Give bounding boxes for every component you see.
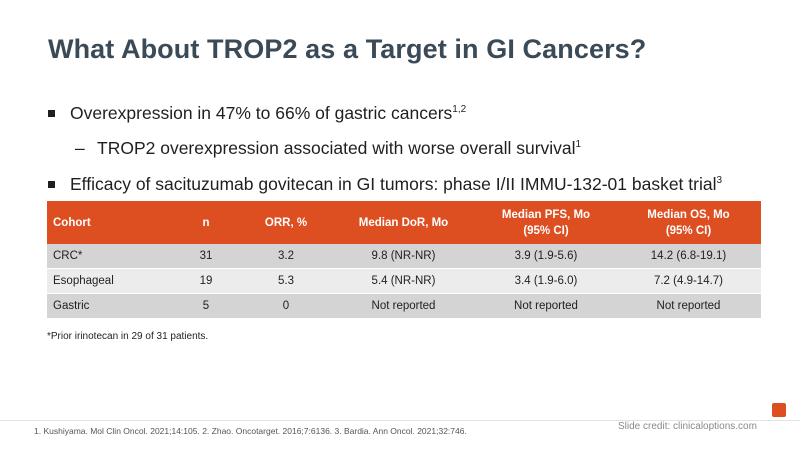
table-row: Gastric 5 0 Not reported Not reported No… xyxy=(47,293,761,319)
bullet-efficacy: Efficacy of sacituzumab govitecan in GI … xyxy=(48,174,722,195)
bullet-superscript: 1,2 xyxy=(452,104,467,116)
header-os: Median OS, Mo (95% CI) xyxy=(616,201,761,244)
dash-icon: – xyxy=(75,138,85,158)
table-header-row: Cohort n ORR, % Median DoR, Mo Median PF… xyxy=(47,201,761,244)
header-os-line2: (95% CI) xyxy=(665,224,712,237)
table-row: Esophageal 19 5.3 5.4 (NR-NR) 3.4 (1.9-6… xyxy=(47,268,761,294)
cell-n: 19 xyxy=(171,268,241,294)
cell-pfs: 3.4 (1.9-6.0) xyxy=(476,268,616,294)
efficacy-table: Cohort n ORR, % Median DoR, Mo Median PF… xyxy=(47,201,761,319)
cell-orr: 5.3 xyxy=(241,268,331,294)
cell-orr: 0 xyxy=(241,293,331,319)
cell-os: Not reported xyxy=(616,293,761,319)
header-dor: Median DoR, Mo xyxy=(331,201,476,244)
cell-dor: 9.8 (NR-NR) xyxy=(331,244,476,269)
sub-bullet-survival: – TROP2 overexpression associated with w… xyxy=(75,138,581,159)
slide-title: What About TROP2 as a Target in GI Cance… xyxy=(48,34,647,64)
cell-dor: 5.4 (NR-NR) xyxy=(331,268,476,294)
header-cohort: Cohort xyxy=(47,201,171,244)
sub-bullet-text: TROP2 overexpression associated with wor… xyxy=(97,138,576,158)
header-orr: ORR, % xyxy=(241,201,331,244)
bullet-gastric-overexpression: Overexpression in 47% to 66% of gastric … xyxy=(48,103,466,124)
header-pfs-line2: (95% CI) xyxy=(523,224,569,237)
divider xyxy=(0,420,800,421)
cell-cohort: CRC* xyxy=(47,244,171,269)
table-row: CRC* 31 3.2 9.8 (NR-NR) 3.9 (1.9-5.6) 14… xyxy=(47,244,761,269)
brand-logo-icon xyxy=(772,403,786,417)
table-footnote: *Prior irinotecan in 29 of 31 patients. xyxy=(47,331,209,342)
sub-bullet-superscript: 1 xyxy=(575,139,582,151)
bullet-square-icon xyxy=(48,181,55,188)
cell-cohort: Esophageal xyxy=(47,268,171,294)
header-pfs: Median PFS, Mo (95% CI) xyxy=(476,201,616,244)
bullet-text: Overexpression in 47% to 66% of gastric … xyxy=(70,103,453,123)
cell-pfs: Not reported xyxy=(476,293,616,319)
cell-n: 31 xyxy=(171,244,241,269)
cell-os: 7.2 (4.9-14.7) xyxy=(616,268,761,294)
cell-dor: Not reported xyxy=(331,293,476,319)
bullet-superscript: 3 xyxy=(716,175,723,187)
cell-os: 14.2 (6.8-19.1) xyxy=(616,244,761,269)
cell-orr: 3.2 xyxy=(241,244,331,269)
header-pfs-line1: Median PFS, Mo xyxy=(501,208,591,221)
cell-cohort: Gastric xyxy=(47,293,171,319)
bullet-text: Efficacy of sacituzumab govitecan in GI … xyxy=(70,174,717,194)
header-n: n xyxy=(171,201,241,244)
references: 1. Kushiyama. Mol Clin Oncol. 2021;14:10… xyxy=(34,426,467,436)
cell-n: 5 xyxy=(171,293,241,319)
bullet-square-icon xyxy=(48,110,55,117)
header-os-line1: Median OS, Mo xyxy=(647,208,730,221)
cell-pfs: 3.9 (1.9-5.6) xyxy=(476,244,616,269)
slide-credit: Slide credit: clinicaloptions.com xyxy=(618,421,757,432)
